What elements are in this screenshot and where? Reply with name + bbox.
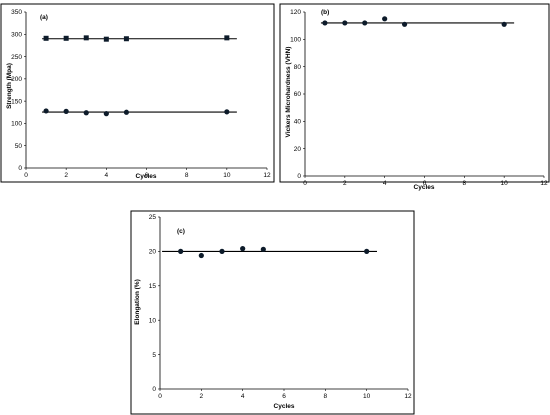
- y-tick-label: 0: [18, 165, 22, 172]
- y-axis-label-b: Vickers Microhardness (VHN): [285, 47, 292, 138]
- x-tick-label: 0: [158, 393, 162, 400]
- panel-label-b: (b): [321, 9, 329, 16]
- data-point-circle: [322, 20, 328, 26]
- data-point-circle: [240, 246, 246, 252]
- y-tick-label: 350: [11, 9, 22, 16]
- data-point-square: [43, 35, 49, 41]
- x-tick-label: 6: [423, 180, 427, 187]
- y-tick-label: 80: [294, 64, 302, 71]
- y-tick-label: 100: [290, 37, 301, 44]
- x-tick-label: 4: [105, 172, 109, 179]
- y-axis-label-a: Strength (Mpa): [6, 63, 13, 109]
- x-tick-label: 6: [145, 172, 149, 179]
- chart-panel-a: (a) Strength (Mpa) Cycles 0 2 4 6 8 10 12 0 50 10…: [0, 3, 275, 183]
- x-tick-label: 10: [501, 180, 509, 187]
- y-tick-label: 60: [294, 91, 302, 98]
- y-tick-label: 200: [11, 76, 22, 83]
- y-tick-label: 25: [149, 214, 157, 221]
- data-point-circle: [198, 252, 204, 259]
- x-tick-label: 8: [463, 180, 467, 187]
- data-point-circle: [364, 248, 370, 254]
- y-tick-label: 150: [11, 98, 22, 105]
- chart-frame-c: [130, 210, 415, 415]
- data-point-square: [103, 36, 109, 42]
- data-point-circle: [219, 248, 225, 254]
- data-point-square: [63, 35, 69, 41]
- data-point-circle: [260, 246, 266, 252]
- data-point-square: [83, 35, 89, 41]
- x-tick-label: 10: [363, 393, 371, 400]
- y-tick-label: 0: [152, 386, 156, 393]
- y-tick-label: 20: [294, 146, 302, 153]
- data-point-circle: [342, 20, 348, 26]
- x-tick-label: 2: [200, 393, 204, 400]
- data-point-circle: [123, 109, 130, 115]
- x-tick-label: 12: [540, 180, 548, 187]
- y-tick-label: 0: [297, 173, 301, 180]
- data-point-circle: [103, 111, 109, 117]
- chart-frame-b: [279, 3, 550, 183]
- chart-panel-c: (c) Elongation (%) Cycles 0 2 4 6 8 10 12 0 5 10 1…: [130, 210, 415, 415]
- x-axis-label-b: Cycles: [414, 184, 435, 191]
- y-tick-label: 20: [149, 249, 157, 256]
- x-tick-label: 0: [24, 172, 28, 179]
- x-tick-label: 2: [64, 172, 68, 179]
- data-point-circle: [63, 108, 69, 114]
- x-axis-label-a: Cycles: [136, 173, 157, 180]
- data-point-circle: [178, 248, 184, 254]
- y-tick-label: 100: [11, 121, 22, 128]
- y-tick-label: 250: [11, 54, 22, 61]
- data-point-circle: [382, 16, 388, 22]
- plot-area-c: 0 2 4 6 8 10 12 0 5 10 15 20 25: [149, 214, 412, 400]
- data-point-circle: [224, 109, 230, 115]
- y-tick-label: 300: [11, 31, 22, 38]
- y-tick-label: 15: [149, 283, 157, 290]
- x-tick-label: 6: [282, 393, 286, 400]
- y-tick-label: 120: [290, 9, 301, 16]
- data-point-square: [123, 36, 129, 42]
- x-axis-label-c: Cycles: [274, 403, 295, 410]
- x-tick-label: 4: [241, 393, 245, 400]
- x-tick-label: 12: [263, 172, 271, 179]
- x-tick-label: 0: [303, 180, 307, 187]
- data-point-square: [224, 35, 230, 41]
- x-tick-label: 4: [383, 180, 387, 187]
- x-tick-label: 12: [404, 393, 412, 400]
- x-tick-label: 8: [185, 172, 189, 179]
- data-point-circle: [401, 21, 408, 27]
- data-point-circle: [362, 20, 368, 26]
- data-point-circle: [83, 110, 89, 116]
- x-tick-label: 8: [324, 393, 328, 400]
- plot-area-a: 0 2 4 6 8 10 12 0 50 100 150 200 250 300 350: [11, 9, 271, 179]
- y-tick-label: 40: [294, 119, 302, 126]
- data-point-circle: [501, 21, 507, 27]
- y-axis-label-c: Elongation (%): [134, 279, 141, 325]
- panel-label-a: (a): [40, 14, 48, 21]
- chart-panel-b: (b) Vickers Microhardness (VHN) Cycles 0…: [279, 3, 550, 191]
- y-tick-label: 10: [149, 317, 157, 324]
- panel-label-c: (c): [177, 228, 185, 235]
- y-tick-label: 50: [15, 143, 23, 150]
- data-point-circle: [43, 108, 49, 114]
- x-tick-label: 2: [343, 180, 347, 187]
- y-tick-label: 5: [152, 352, 156, 359]
- x-tick-label: 10: [223, 172, 231, 179]
- chart-frame-a: [0, 3, 275, 183]
